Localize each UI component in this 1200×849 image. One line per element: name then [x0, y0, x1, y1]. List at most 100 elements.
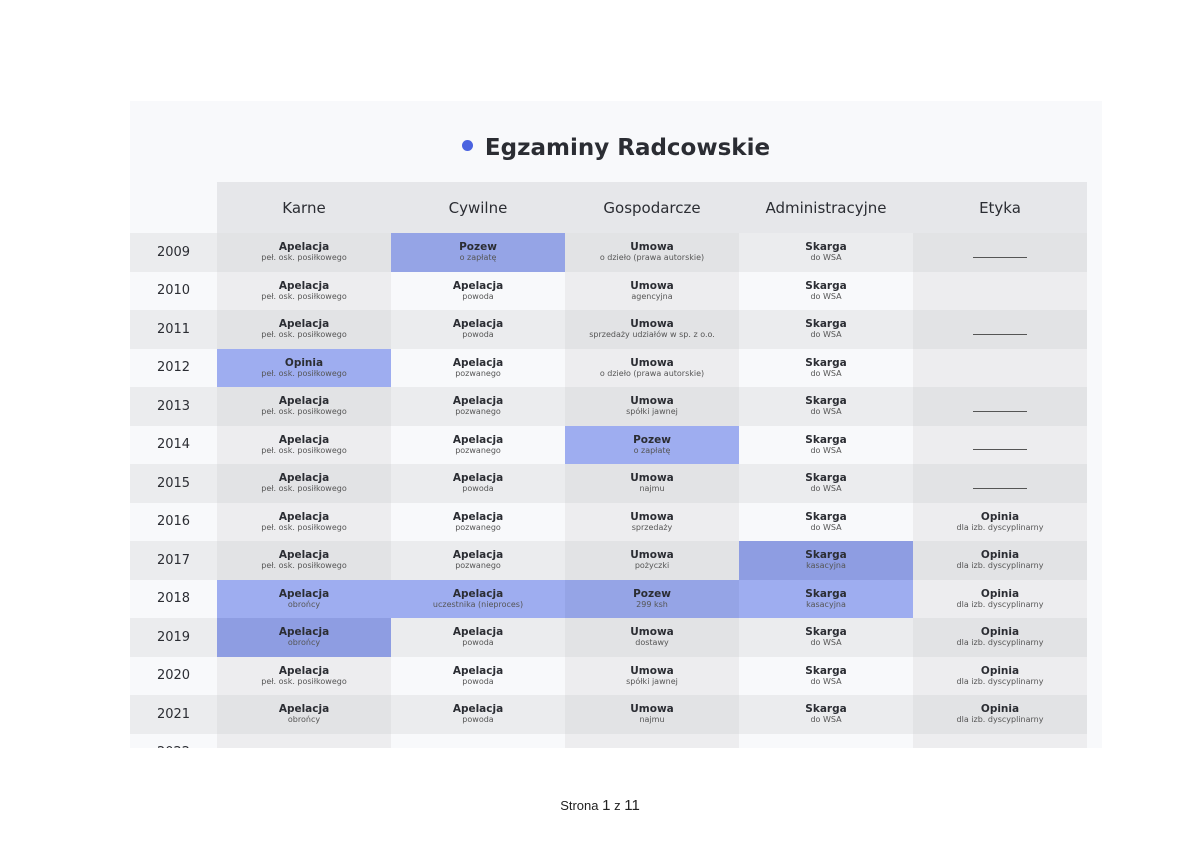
cell-title: Umowa [630, 510, 674, 523]
column-header: Etyka [913, 182, 1087, 233]
table-cell [913, 271, 1087, 310]
table-cell: Apelacja peł. osk. posiłkowego [217, 233, 391, 272]
table-cell: Apelacja obrońcy [217, 695, 391, 734]
year-cell: 2018 [156, 591, 191, 607]
cell-subtitle: do WSA [810, 676, 842, 686]
cell-title: Umowa [630, 549, 674, 562]
cell-subtitle: agencyjna [631, 291, 673, 301]
cell-subtitle: o zapłatę [459, 253, 497, 263]
table-cell: Umowa najmu [565, 464, 739, 503]
table-cell: Apelacja peł. osk. posiłkowego [217, 464, 391, 503]
cell-title: Skarga [805, 664, 847, 677]
cell-title: Apelacja [452, 510, 504, 523]
table-cell: Apelacja obrońcy [217, 618, 391, 657]
table-cell [913, 425, 1087, 464]
table-cell: Skarga do WSA [739, 387, 913, 426]
table-cell: Apelacja peł. osk. posiłkowego [217, 656, 391, 695]
column-header: Karne [217, 182, 391, 233]
table-cell: Umowa sprzedaży [565, 502, 739, 541]
cell-title: Umowa/Ugoda [565, 747, 739, 748]
cell-title: Apelacja [452, 549, 504, 562]
table-cell: Apelacja powoda [391, 695, 565, 734]
table-cell: Apelacja peł. osk. posiłkowego [217, 541, 391, 580]
column-header: Cywilne [391, 182, 565, 233]
cell-title: Apelacja [278, 241, 330, 254]
table-cell: Apelacja peł. osk. posiłkowego [217, 387, 391, 426]
cell-title: Opinia [980, 549, 1020, 562]
cell-subtitle: obrońcy [287, 599, 321, 609]
cell-subtitle: peł. osk. posiłkowego [261, 291, 347, 301]
cell-subtitle: do WSA [810, 291, 842, 301]
table-cell: Skarga do WSA [739, 271, 913, 310]
table-row: 2021 Apelacja obrońcy Apelacja powoda Umowa na… [130, 695, 1087, 734]
table-cell: Apelacja [391, 733, 565, 748]
page-footer: Strona 1 z 11 [0, 797, 1200, 814]
cell-subtitle: pozwanego [455, 368, 501, 378]
cell-title: Umowa [630, 318, 674, 331]
exam-table: Karne Cywilne Gospodarcze Administracyjne Et… [130, 182, 1087, 748]
table-row: 2010 Apelacja peł. osk. posiłkowego Apelacj… [130, 271, 1087, 310]
table-cell: Umowa spółki jawnej [565, 656, 739, 695]
table-cell [913, 233, 1087, 272]
cell-subtitle: do WSA [810, 253, 842, 263]
cell-title: Skarga [805, 241, 847, 254]
table-cell: Apelacja peł. osk. posiłkowego [217, 502, 391, 541]
cell-title: Umowa [630, 395, 674, 408]
table-cell: Apelacja uczestnika (nieproces) [391, 579, 565, 618]
cell-subtitle: uczestnika (nieproces) [432, 599, 524, 609]
cell-title: Apelacja [278, 318, 330, 331]
table-cell: Opinia [913, 733, 1087, 748]
footer-sep: z [614, 798, 621, 813]
cell-subtitle: dla izb. dyscyplinarny [956, 676, 1044, 686]
year-cell: 2009 [130, 233, 217, 272]
table-cell: Opinia dla izb. dyscyplinarny [913, 579, 1087, 618]
table-cell: Skarga do WSA [739, 233, 913, 272]
cell-title: Apelacja [452, 395, 504, 408]
dash-line [973, 487, 1027, 489]
table-row: 2009 Apelacja peł. osk. posiłkowego Pozew o … [130, 233, 1087, 272]
table-cell: Apelacja pozwanego [391, 502, 565, 541]
table-cell: Apelacja peł. osk. posiłkowego [217, 310, 391, 349]
cell-subtitle: do WSA [810, 715, 842, 725]
table-cell: Skarga do WSA [739, 464, 913, 503]
header-row: Karne Cywilne Gospodarcze Administracyjne Et… [130, 182, 1087, 233]
cell-title: Opinia [980, 664, 1020, 677]
cell-subtitle: spółki jawnej [626, 407, 678, 417]
column-header: Administracyjne [739, 182, 913, 233]
table-row: 2012 Opinia peł. osk. posiłkowego Apelacja p… [130, 348, 1087, 387]
dash-line [973, 333, 1027, 335]
table-cell: Umowa dostawy [565, 618, 739, 657]
cell-title: Apelacja [452, 703, 504, 716]
cell-subtitle: do WSA [810, 407, 842, 417]
cell-title: Skarga [805, 318, 847, 331]
cell-title: Skarga [805, 279, 847, 292]
table-cell: Apelacja peł. osk. posiłkowego [217, 425, 391, 464]
table-cell: Umowa najmu [565, 695, 739, 734]
table-cell: Umowa spółki jawnej [565, 387, 739, 426]
cell-subtitle: o dzieło (prawa autorskie) [599, 368, 705, 378]
footer-prefix: Strona [560, 798, 599, 813]
table-row: 2014 Apelacja peł. osk. posiłkowego Apelacj… [130, 425, 1087, 464]
table-cell: Skarga do WSA [739, 656, 913, 695]
year-cell: 2014 [156, 437, 191, 453]
dash-line [973, 410, 1027, 412]
cell-title: Opinia [913, 747, 1087, 748]
table-cell: Skarga do WSA [739, 425, 913, 464]
table-cell: Opinia peł. osk. posiłkowego [217, 348, 391, 387]
table-cell [913, 348, 1087, 387]
cell-title: Opinia [284, 356, 324, 369]
table-row: 2016 Apelacja peł. osk. posiłkowego Apelacj… [130, 502, 1087, 541]
cell-title: Umowa [630, 279, 674, 292]
table-cell: Skarga do WSA [739, 310, 913, 349]
cell-title: Pozew [633, 587, 671, 600]
cell-subtitle: pozwanego [455, 445, 501, 455]
cell-subtitle: powoda [462, 715, 494, 725]
cell-title: Apelacja [278, 279, 330, 292]
table-cell: Skarga do WSA [739, 502, 913, 541]
table-row: 2019 Apelacja obrońcy Apelacja powoda Umowa do… [130, 618, 1087, 657]
table-cell: Opinia dla izb. dyscyplinarny [913, 695, 1087, 734]
table-row: 2013 Apelacja peł. osk. posiłkowego Apelacj… [130, 387, 1087, 426]
cell-title: Pozew [459, 241, 497, 254]
table-cell: Umowa agencyjna [565, 271, 739, 310]
cell-subtitle: sprzedaży [631, 522, 673, 532]
